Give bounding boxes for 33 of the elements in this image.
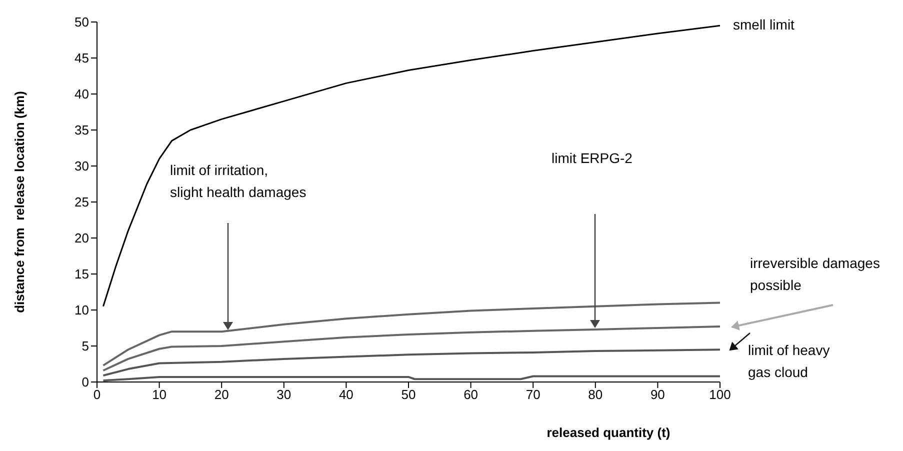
x-tick-label: 40: [338, 387, 354, 402]
annotation: limit ERPG-2: [552, 150, 633, 166]
y-tick-label: 45: [74, 50, 89, 66]
y-tick-label: 15: [74, 266, 89, 282]
y-tick-label: 35: [74, 122, 89, 138]
x-tick-label: 50: [401, 387, 416, 402]
y-tick-label: 50: [74, 14, 89, 30]
y-tick-label: 5: [82, 338, 89, 354]
y-tick-label: 30: [74, 158, 89, 174]
y-tick-label: 20: [74, 230, 89, 246]
x-tick-label: 10: [152, 387, 167, 402]
annotation: limit of irritation, slight health damages: [170, 162, 306, 200]
y-tick-label: 10: [74, 302, 89, 318]
y-tick-label: 0: [82, 374, 89, 390]
x-tick-label: 80: [588, 387, 603, 402]
line-series: [102, 302, 720, 366]
x-tick-label: 20: [214, 387, 229, 402]
text: limit of heavy gas cloud: [748, 342, 830, 380]
x-tick-label: 30: [276, 387, 292, 402]
text: irreversible damages possible: [750, 255, 880, 293]
x-tick-label: 0: [93, 387, 101, 402]
line-series: [102, 348, 720, 377]
x-tick-label: 60: [464, 387, 478, 402]
line-series: [102, 24, 720, 308]
annotation: smell limit: [733, 16, 795, 33]
x-tick-label: 100: [709, 387, 731, 402]
x-tick-label: 70: [526, 387, 540, 402]
y-tick-label: 25: [74, 194, 89, 210]
y-axis-title: distance from release location (km): [12, 91, 27, 313]
line-series: [102, 326, 720, 372]
x-axis-title: released quantity (t): [546, 425, 670, 440]
x-tick-label: 90: [650, 387, 665, 402]
y-tick-label: 40: [74, 86, 89, 102]
